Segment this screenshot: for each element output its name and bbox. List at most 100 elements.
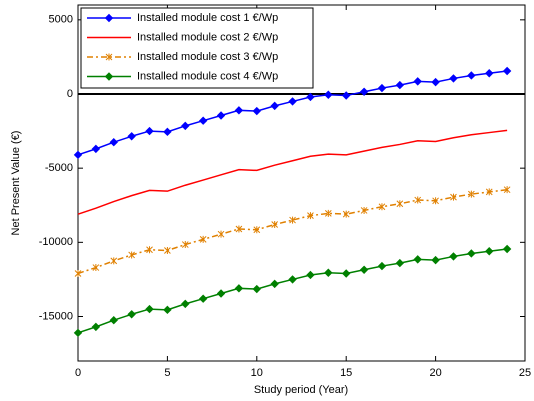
marker — [413, 77, 422, 86]
marker — [360, 206, 368, 214]
legend-label: Installed module cost 2 €/Wp — [137, 31, 278, 43]
marker — [485, 247, 494, 256]
marker — [163, 127, 172, 137]
marker — [307, 212, 314, 220]
marker — [431, 77, 440, 87]
marker — [306, 270, 315, 280]
marker — [449, 74, 458, 83]
legend: Installed module cost 1 €/Wp Installed mo… — [80, 7, 314, 89]
y-tick-label: -10000 — [39, 236, 73, 248]
marker — [127, 310, 136, 319]
marker — [414, 196, 422, 204]
marker — [413, 255, 422, 264]
marker — [235, 225, 243, 233]
marker — [324, 268, 333, 277]
marker — [306, 92, 315, 102]
marker — [198, 294, 208, 303]
marker — [253, 226, 261, 234]
marker — [467, 249, 476, 258]
marker — [127, 132, 136, 141]
marker — [468, 190, 475, 198]
x-axis-label: Study period (Year) — [254, 384, 348, 396]
marker — [105, 53, 113, 61]
marker — [74, 269, 82, 277]
marker — [163, 305, 172, 315]
marker — [104, 13, 114, 23]
marker — [341, 269, 351, 278]
y-tick-label: -5000 — [45, 162, 73, 174]
legend-label: Installed module cost 3 €/Wp — [137, 51, 278, 63]
marker — [164, 246, 171, 254]
marker — [289, 216, 296, 224]
marker — [431, 255, 440, 265]
marker — [288, 97, 297, 106]
x-tick-label: 10 — [251, 367, 263, 379]
marker — [145, 126, 154, 136]
marker — [270, 279, 279, 289]
marker — [502, 66, 512, 76]
marker — [109, 138, 118, 147]
marker — [252, 284, 262, 294]
series-line — [77, 129, 508, 215]
marker — [342, 210, 350, 218]
marker — [216, 111, 226, 120]
y-tick-label: 5000 — [49, 14, 73, 26]
marker — [234, 106, 244, 115]
marker — [217, 230, 225, 238]
marker — [252, 106, 262, 116]
x-tick-label: 20 — [429, 367, 441, 379]
marker — [91, 144, 101, 154]
marker — [145, 304, 154, 314]
marker — [73, 328, 83, 338]
legend-box — [80, 7, 314, 89]
marker — [181, 299, 190, 309]
y-tick-label: -15000 — [39, 310, 73, 322]
marker — [181, 241, 189, 249]
marker — [324, 209, 332, 217]
marker — [104, 72, 114, 81]
marker — [198, 116, 208, 125]
legend-label: Installed module cost 4 €/Wp — [137, 70, 278, 82]
marker — [395, 258, 405, 268]
marker — [146, 246, 153, 254]
marker — [450, 193, 457, 201]
marker — [234, 284, 244, 293]
marker — [467, 71, 476, 80]
marker — [216, 289, 226, 298]
marker — [485, 188, 493, 196]
marker — [359, 87, 369, 96]
legend-label: Installed module cost 1 €/Wp — [137, 12, 278, 24]
marker — [432, 197, 439, 205]
x-tick-label: 0 — [75, 367, 81, 379]
marker — [110, 257, 118, 265]
marker — [396, 200, 404, 208]
marker — [359, 265, 369, 274]
marker — [324, 90, 333, 99]
marker — [270, 101, 279, 111]
marker — [502, 244, 512, 254]
marker — [449, 252, 458, 261]
marker — [395, 80, 405, 90]
marker — [378, 203, 386, 211]
marker — [92, 264, 100, 272]
marker — [73, 150, 83, 160]
marker — [91, 322, 101, 332]
marker — [485, 69, 494, 78]
marker — [109, 316, 118, 325]
y-axis-label: Net Present Value (€) — [10, 131, 22, 236]
x-tick-label: 5 — [164, 367, 170, 379]
y-tick-label: 0 — [67, 88, 73, 100]
marker — [341, 91, 351, 100]
marker — [181, 121, 190, 131]
marker — [271, 221, 279, 229]
marker — [128, 251, 135, 259]
marker — [199, 235, 207, 243]
marker — [288, 275, 297, 284]
x-tick-label: 25 — [519, 367, 531, 379]
x-tick-label: 15 — [340, 367, 352, 379]
marker — [503, 186, 511, 194]
marker — [377, 261, 387, 271]
marker — [377, 83, 387, 93]
